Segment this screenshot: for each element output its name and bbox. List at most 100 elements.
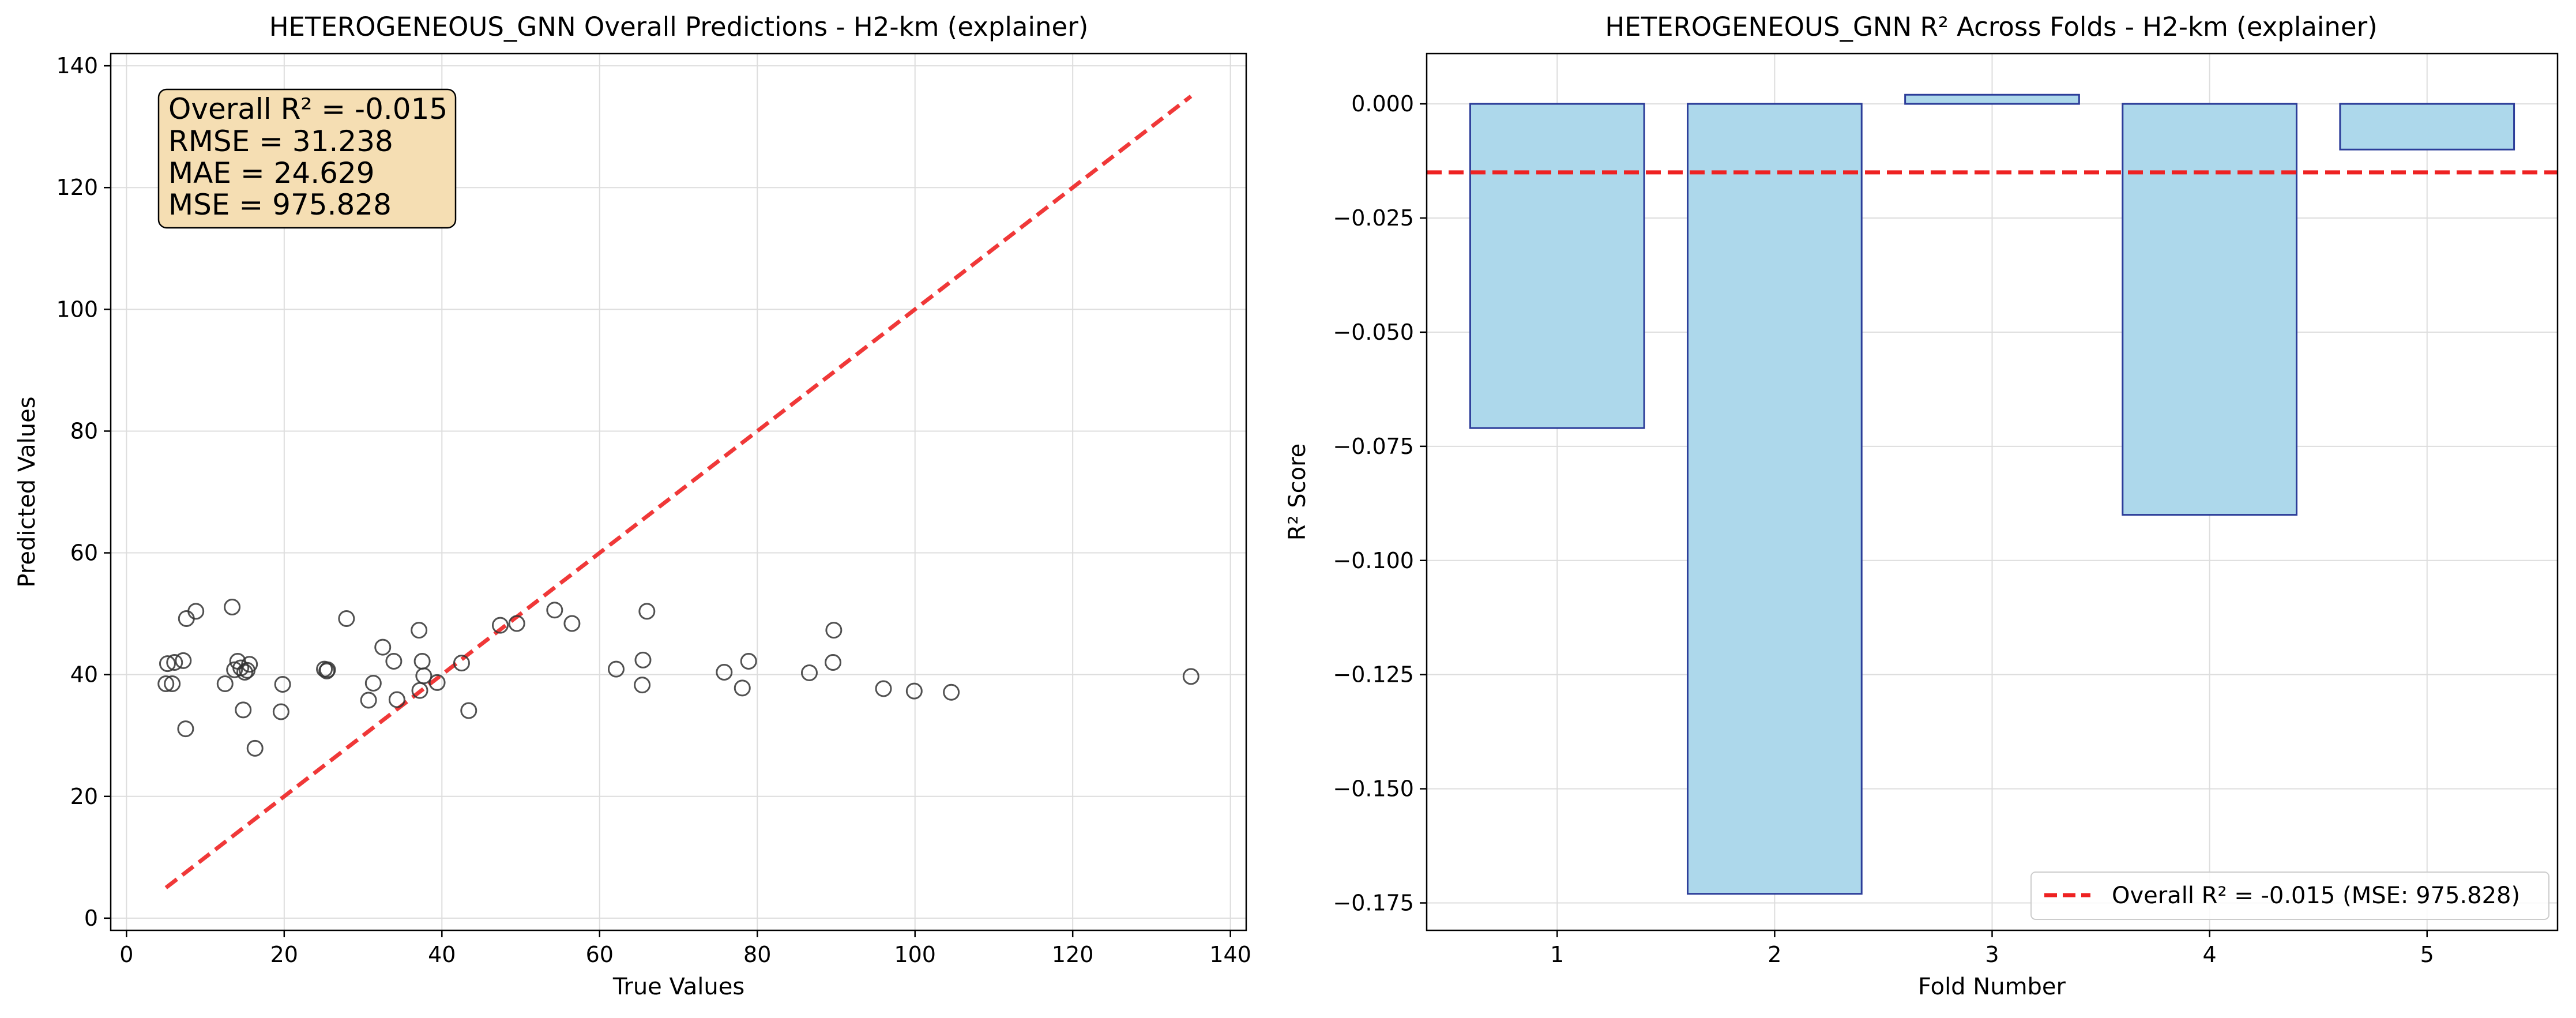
- scatter-point: [226, 661, 243, 678]
- scatter-x-tick-label: 80: [743, 942, 771, 967]
- scatter-point: [428, 674, 446, 691]
- scatter-point: [634, 677, 651, 694]
- scatter-point: [216, 675, 234, 692]
- scatter-reference-line: [164, 95, 1193, 889]
- scatter-points: [157, 599, 1199, 757]
- legend-frame: [2030, 872, 2549, 920]
- bar-y-ticks: 0.000 −0.025 −0.050 −0.075 −0.100 −0.125 −0.15…: [1333, 91, 1427, 916]
- bar-series: [1469, 93, 2515, 895]
- scatter-point: [716, 663, 733, 681]
- stats-r2: Overall R² = -0.015: [168, 92, 447, 126]
- bar-x-tick-label: 3: [1985, 942, 1999, 967]
- bar-x-ticks: 1 2 3 4 5: [1550, 930, 2434, 967]
- bar-y-tick-label: −0.025: [1333, 205, 1414, 231]
- identity-line: [164, 95, 1193, 889]
- scatter-point: [224, 599, 241, 615]
- scatter-y-tick-label: 120: [56, 175, 98, 200]
- scatter-y-tick-label: 0: [84, 906, 98, 931]
- legend-entry: Overall R² = -0.015 (MSE: 975.828): [2112, 882, 2520, 909]
- scatter-point: [825, 622, 843, 639]
- fold-bar: [2122, 103, 2297, 516]
- scatter-point: [563, 615, 581, 632]
- scatter-x-ticks: 0 20 40 60 80 100 120 140: [119, 930, 1251, 967]
- bar-x-tick-label: 5: [2420, 942, 2434, 967]
- scatter-point: [800, 664, 818, 681]
- scatter-y-ticks: 0 20 40 60 80 100 120 140: [56, 53, 111, 931]
- scatter-x-tick-label: 120: [1052, 942, 1094, 967]
- scatter-point: [338, 610, 355, 628]
- scatter-point: [546, 602, 563, 619]
- bar-legend: Overall R² = -0.015 (MSE: 975.828): [2030, 872, 2549, 920]
- scatter-x-tick-label: 20: [270, 942, 298, 967]
- bar-x-tick-label: 2: [1768, 942, 1781, 967]
- scatter-grid: [111, 54, 1246, 930]
- scatter-title: HETEROGENEOUS_GNN Overall Predictions - …: [269, 12, 1089, 42]
- scatter-point: [159, 655, 176, 673]
- scatter-x-tick-label: 0: [119, 942, 133, 967]
- scatter-point: [157, 675, 175, 692]
- scatter-y-tick-label: 20: [70, 784, 98, 809]
- bar-y-tick-label: −0.125: [1333, 662, 1414, 688]
- scatter-point: [374, 638, 392, 656]
- scatter-point: [638, 603, 656, 620]
- scatter-y-tick-label: 100: [56, 296, 98, 322]
- fold-bar: [1687, 103, 1863, 895]
- scatter-point: [740, 652, 757, 670]
- scatter-point: [274, 676, 291, 693]
- scatter-point: [178, 610, 195, 628]
- scatter-point: [508, 615, 525, 632]
- scatter-point: [905, 682, 923, 700]
- bar-y-tick-label: −0.175: [1333, 891, 1414, 916]
- bar-y-tick-label: −0.150: [1333, 776, 1414, 802]
- bar-y-label: R² Score: [1284, 444, 1311, 541]
- scatter-point: [460, 702, 477, 719]
- scatter-x-tick-label: 140: [1209, 942, 1251, 967]
- scatter-point: [175, 652, 192, 669]
- bar-title: HETEROGENEOUS_GNN R² Across Folds - H2-k…: [1605, 12, 2377, 42]
- scatter-point: [364, 674, 382, 692]
- scatter-plot-frame: [110, 52, 1247, 931]
- scatter-y-tick-label: 140: [56, 53, 98, 78]
- scatter-x-tick-label: 40: [428, 942, 456, 967]
- scatter-point: [385, 652, 403, 670]
- scatter-point: [1182, 668, 1199, 685]
- scatter-point: [241, 656, 258, 673]
- scatter-point: [319, 661, 336, 678]
- scatter-point: [607, 660, 625, 678]
- scatter-point: [166, 654, 183, 671]
- stats-box: Overall R² = -0.015 RMSE = 31.238 MAE = …: [157, 88, 457, 229]
- scatter-point: [388, 691, 405, 708]
- fold-bar: [1469, 103, 1645, 429]
- bar-y-tick-label: 0.000: [1351, 91, 1414, 117]
- scatter-y-tick-label: 60: [70, 540, 98, 566]
- scatter-y-tick-label: 40: [70, 662, 98, 688]
- fold-bar: [2339, 103, 2515, 151]
- bar-x-tick-label: 1: [1550, 942, 1564, 967]
- bar-panel: HETEROGENEOUS_GNN R² Across Folds - H2-k…: [1284, 12, 2559, 1000]
- bar-y-tick-label: −0.075: [1333, 434, 1414, 459]
- stats-mse: MSE = 975.828: [168, 188, 392, 221]
- scatter-point: [734, 679, 751, 697]
- scatter-x-tick-label: 100: [894, 942, 936, 967]
- scatter-y-tick-label: 80: [70, 418, 98, 444]
- scatter-point: [825, 654, 842, 671]
- scatter-point: [943, 683, 960, 701]
- scatter-point: [634, 651, 652, 668]
- scatter-point: [164, 675, 181, 692]
- scatter-point: [411, 622, 428, 639]
- scatter-x-tick-label: 60: [586, 942, 614, 967]
- scatter-point: [272, 703, 289, 720]
- scatter-point: [875, 680, 892, 697]
- scatter-point: [415, 667, 433, 685]
- stats-rmse: RMSE = 31.238: [168, 125, 393, 158]
- bar-x-tick-label: 4: [2203, 942, 2217, 967]
- scatter-point: [491, 617, 509, 634]
- bar-y-tick-label: −0.050: [1333, 320, 1414, 345]
- scatter-x-label: True Values: [612, 974, 744, 1000]
- scatter-panel: HETEROGENEOUS_GNN Overall Predictions - …: [14, 12, 1251, 1000]
- scatter-point: [177, 720, 194, 738]
- stats-mae: MAE = 24.629: [168, 156, 375, 190]
- scatter-point: [413, 652, 431, 670]
- scatter-point: [453, 655, 470, 672]
